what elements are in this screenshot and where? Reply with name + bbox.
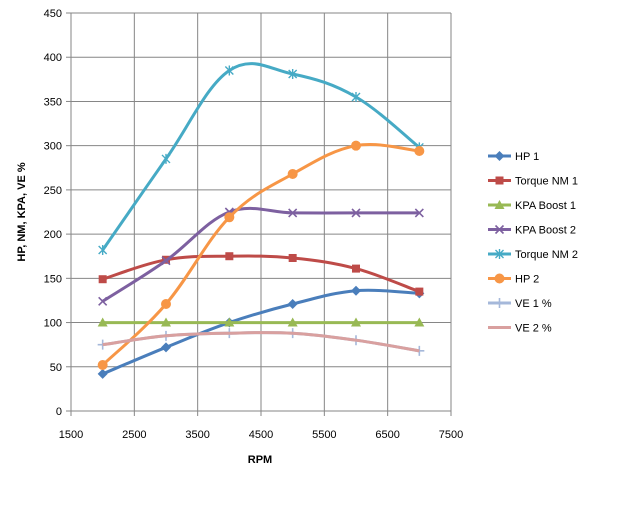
data-point-kpa-boost-1 xyxy=(161,317,171,327)
legend-item-hp-1: HP 1 xyxy=(488,151,539,163)
data-point-torque-nm-1 xyxy=(415,287,424,296)
data-point-kpa-boost-1 xyxy=(414,317,425,327)
data-point-hp-1 xyxy=(161,342,171,353)
x-axis-title: RPM xyxy=(248,454,272,466)
data-point-hp-2 xyxy=(351,140,361,151)
x-tick-label: 7500 xyxy=(439,429,463,441)
data-point-hp-2 xyxy=(287,168,298,179)
legend-marker xyxy=(494,298,505,308)
legend-label: Torque NM 1 xyxy=(515,176,578,188)
legend-label: Torque NM 2 xyxy=(515,249,578,261)
data-point-hp-1 xyxy=(351,285,361,296)
data-point-kpa-boost-2 xyxy=(414,208,424,218)
legend-label: KPA Boost 2 xyxy=(515,225,576,237)
legend-label: KPA Boost 1 xyxy=(515,200,576,212)
x-tick-label: 4500 xyxy=(249,429,273,441)
x-tick-label: 2500 xyxy=(122,429,146,441)
data-point-kpa-boost-1 xyxy=(287,317,298,327)
data-point-hp-2 xyxy=(161,298,171,309)
x-tick-label: 1500 xyxy=(59,429,83,441)
data-point-torque-nm-1 xyxy=(288,253,297,262)
data-point-hp-1 xyxy=(287,298,298,309)
legend-marker xyxy=(494,151,505,161)
series-hp-2 xyxy=(97,140,425,371)
data-point-kpa-boost-2 xyxy=(351,208,361,218)
data-point-kpa-boost-2 xyxy=(98,296,108,306)
series-layer xyxy=(97,62,425,379)
data-point-torque-nm-2 xyxy=(351,92,361,103)
data-point-torque-nm-1 xyxy=(352,264,360,273)
legend-marker xyxy=(495,176,504,185)
y-tick-label: 450 xyxy=(44,8,62,20)
legend-item-torque-nm-2: Torque NM 2 xyxy=(488,249,578,261)
y-tick-label: 400 xyxy=(44,52,62,64)
legend: HP 1 Torque NM 1 KPA Boost 1 KPA Boost 2 Tor… xyxy=(488,151,578,335)
data-point-torque-nm-2 xyxy=(98,245,108,256)
x-tick-label: 6500 xyxy=(375,429,399,441)
legend-marker xyxy=(495,249,504,259)
x-tick-label: 3500 xyxy=(185,429,209,441)
data-point-torque-nm-2 xyxy=(288,69,298,80)
series-ve-2 xyxy=(102,330,420,353)
data-point-torque-nm-2 xyxy=(224,65,234,76)
y-axis-title: HP, NM, KPA, VE % xyxy=(16,162,28,261)
legend-marker xyxy=(494,273,505,284)
legend-item-kpa-boost-1: KPA Boost 1 xyxy=(488,200,576,212)
legend-item-ve-2: VE 2 % xyxy=(488,323,552,335)
legend-label: VE 1 % xyxy=(515,298,552,310)
data-point-hp-2 xyxy=(97,360,108,371)
series-line-torque-nm-2 xyxy=(101,62,421,251)
data-point-torque-nm-1 xyxy=(98,275,107,284)
y-tick-label: 250 xyxy=(44,185,62,197)
data-point-kpa-boost-2 xyxy=(161,256,171,266)
data-point-hp-2 xyxy=(414,145,425,156)
data-point-kpa-boost-1 xyxy=(351,317,361,327)
legend-item-hp-2: HP 2 xyxy=(488,273,539,286)
legend-marker xyxy=(494,224,505,235)
legend-label: VE 2 % xyxy=(515,323,552,335)
data-point-kpa-boost-1 xyxy=(224,317,235,327)
data-point-hp-2 xyxy=(224,212,235,223)
y-tick-label: 50 xyxy=(50,362,62,374)
series-line-ve-2 xyxy=(102,330,420,353)
y-tick-label: 200 xyxy=(44,229,62,241)
y-tick-label: 350 xyxy=(44,96,62,108)
data-point-torque-nm-2 xyxy=(161,153,171,164)
series-line-torque-nm-1 xyxy=(102,254,420,294)
legend-label: HP 1 xyxy=(515,151,539,163)
data-point-torque-nm-1 xyxy=(225,252,234,261)
x-tick-label: 5500 xyxy=(312,429,336,441)
data-point-kpa-boost-2 xyxy=(288,208,298,218)
legend-item-torque-nm-1: Torque NM 1 xyxy=(488,176,578,188)
y-tick-label: 100 xyxy=(44,318,62,330)
legend-item-ve-1: VE 1 % xyxy=(488,298,552,310)
legend-item-kpa-boost-2: KPA Boost 2 xyxy=(488,225,576,237)
legend-label: HP 2 xyxy=(515,274,539,286)
data-point-hp-1 xyxy=(97,368,108,379)
y-tick-label: 300 xyxy=(44,141,62,153)
series-kpa-boost-1 xyxy=(97,317,425,327)
legend-marker xyxy=(494,200,505,209)
y-tick-label: 0 xyxy=(56,406,62,418)
tick-labels: 0 50 100 150 200 250 300 350 400 450 1500 2500 3500 4… xyxy=(44,8,464,441)
y-tick-label: 150 xyxy=(44,273,62,285)
data-point-kpa-boost-1 xyxy=(97,317,108,327)
